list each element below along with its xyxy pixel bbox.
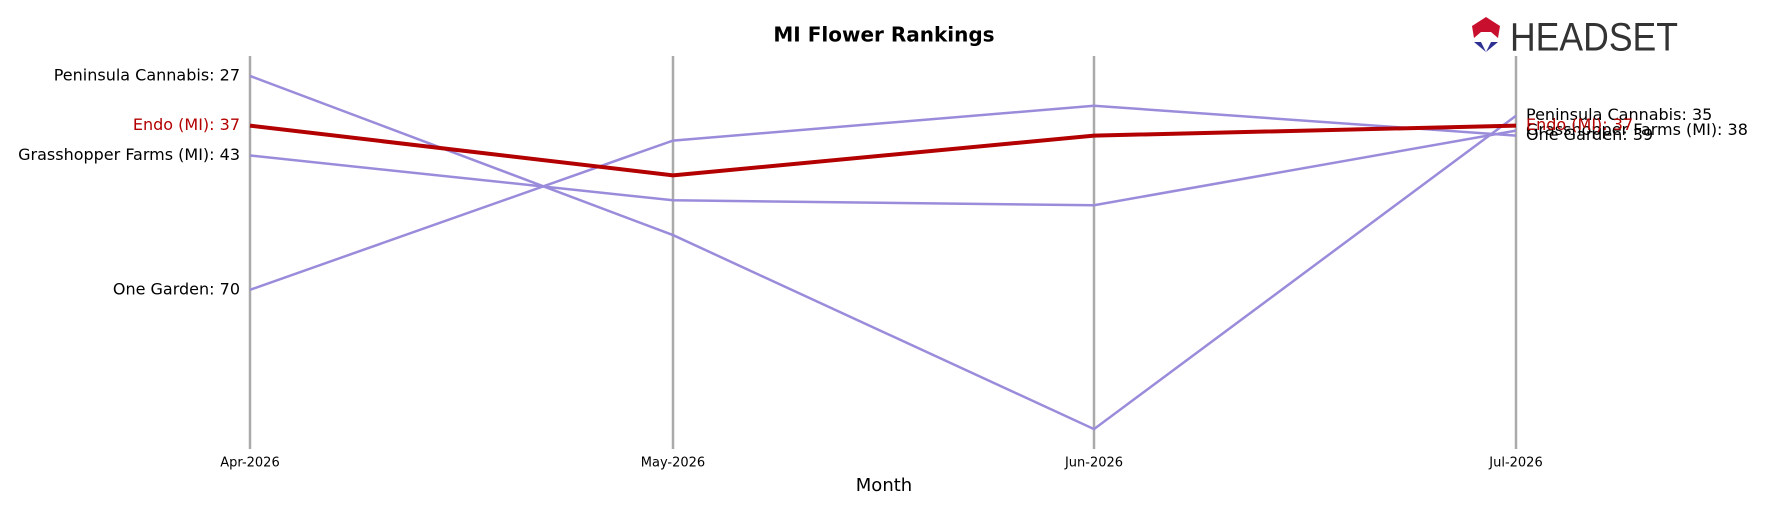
series-line: [249, 104, 1517, 291]
value-label: Peninsula Cannabis: 27: [54, 65, 240, 84]
x-tick-label: Jun-2026: [1064, 456, 1123, 471]
x-tick-label: May-2026: [641, 456, 705, 471]
value-label: Grasshopper Farms (MI): 38: [1526, 120, 1748, 139]
x-tick-label: Jul-2026: [1488, 456, 1542, 471]
logo-text: HEADSET: [1510, 16, 1678, 60]
value-label: Endo (MI): 37: [133, 115, 240, 134]
logo: HEADSET: [1472, 16, 1678, 60]
chart-title: MI Flower Rankings: [773, 23, 994, 47]
value-label: Endo (MI): 37: [1526, 115, 1633, 134]
value-label: One Garden: 70: [113, 279, 240, 298]
value-label: Peninsula Cannabis: 35: [1526, 105, 1712, 124]
logo-icon: [1474, 42, 1486, 52]
series-line: [249, 74, 1517, 431]
series-line: [249, 129, 1517, 207]
x-tick-label: Apr-2026: [220, 456, 279, 471]
logo-icon: [1486, 42, 1498, 52]
series-line: [249, 123, 1517, 178]
value-label: One Garden: 39: [1526, 125, 1653, 144]
logo-icon: [1472, 17, 1500, 38]
value-label: Grasshopper Farms (MI): 43: [18, 145, 240, 164]
x-axis-label: Month: [856, 475, 912, 496]
